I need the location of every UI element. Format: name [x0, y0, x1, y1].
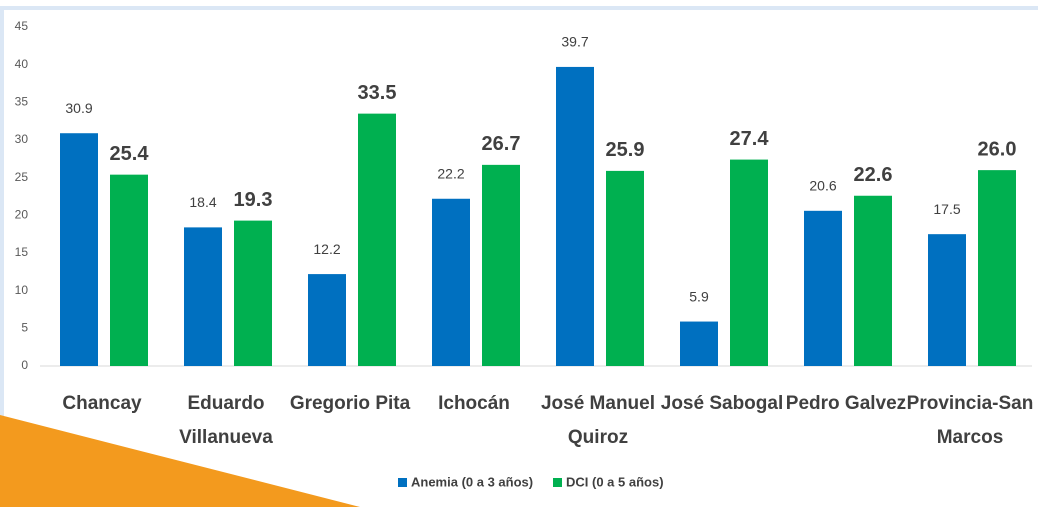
bar	[730, 159, 768, 366]
bar	[234, 220, 272, 366]
y-tick-label: 45	[15, 19, 29, 33]
y-tick-label: 40	[15, 57, 29, 71]
bar	[110, 174, 148, 366]
bar	[606, 170, 644, 366]
bar	[358, 113, 396, 366]
bar	[854, 195, 892, 366]
legend-swatch	[553, 478, 562, 487]
data-label: 12.2	[313, 241, 340, 257]
data-label: 27.4	[730, 128, 770, 150]
data-label: 5.9	[689, 288, 709, 304]
x-tick-label: José Sabogal	[661, 393, 784, 414]
data-label: 26.0	[978, 138, 1017, 160]
x-tick-label: Ichocán	[438, 393, 510, 414]
data-label: 20.6	[809, 178, 836, 194]
y-tick-label: 0	[21, 358, 28, 372]
data-label: 22.6	[854, 164, 893, 186]
bar	[978, 170, 1016, 366]
bar	[680, 321, 718, 366]
data-label: 30.9	[65, 100, 92, 116]
data-label: 39.7	[561, 34, 588, 50]
x-tick-label: Pedro Galvez	[786, 393, 906, 414]
legend-label: DCI (0 a 5 años)	[566, 474, 664, 489]
y-tick-label: 25	[15, 170, 29, 184]
bar	[482, 164, 520, 366]
y-tick-label: 5	[21, 321, 28, 335]
bar	[556, 66, 594, 366]
data-label: 25.9	[606, 139, 645, 161]
data-label: 22.2	[437, 165, 464, 181]
x-tick-label: José Manuel Quiroz	[541, 393, 655, 448]
data-label: 33.5	[358, 82, 397, 104]
bar	[60, 133, 98, 366]
bar	[308, 274, 346, 366]
x-tick-label: Provincia-San Marcos	[907, 393, 1034, 448]
y-tick-label: 35	[15, 95, 29, 109]
corner-decoration	[0, 415, 360, 507]
data-label: 17.5	[933, 201, 960, 217]
bar	[804, 210, 842, 366]
x-tick-label: Chancay	[62, 393, 142, 414]
data-label: 26.7	[482, 133, 521, 155]
data-label: 25.4	[110, 143, 150, 165]
bar	[928, 234, 966, 366]
x-tick-label: Eduardo Villanueva	[179, 393, 273, 448]
bar	[432, 198, 470, 366]
y-tick-label: 20	[15, 208, 29, 222]
x-tick-label: Gregorio Pita	[290, 393, 411, 414]
y-tick-label: 10	[15, 283, 29, 297]
legend-swatch	[398, 478, 407, 487]
y-tick-label: 30	[15, 132, 29, 146]
bar	[184, 227, 222, 366]
data-label: 18.4	[189, 194, 216, 210]
y-tick-label: 15	[15, 245, 29, 259]
data-label: 19.3	[234, 189, 273, 211]
legend-label: Anemia (0 a 3 años)	[411, 474, 533, 489]
